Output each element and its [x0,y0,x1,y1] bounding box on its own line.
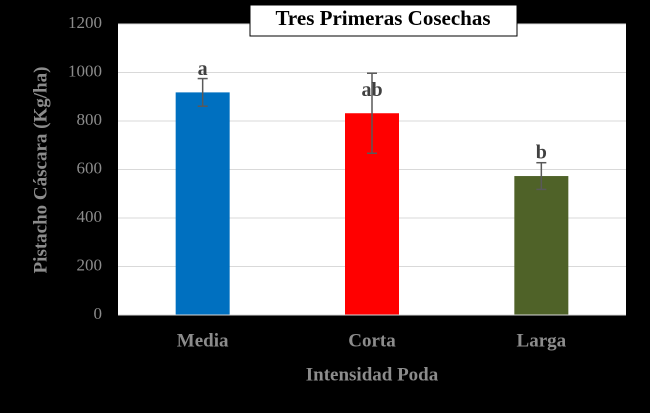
y-tick-label: 1000 [68,61,102,80]
y-tick-label: 400 [77,207,103,226]
bar [175,92,230,315]
error-bar [367,72,377,155]
title-box [249,4,518,37]
annotation: a [198,58,208,80]
annotation: b [536,142,547,164]
error-bar [197,77,208,107]
y-tick-label: 200 [77,255,103,274]
bar [514,176,569,315]
x-tick-label: Larga [517,330,567,351]
marks [175,72,569,316]
x-axis-label: Intensidad Poda [306,364,439,385]
chart-title: Tres Primeras Cosechas [275,6,490,30]
y-axis-label: Pistacho Cáscara (Kg/ha) [30,67,51,274]
error-bar [536,161,547,191]
annotation: ab [361,79,382,101]
y-tick-label: 800 [77,110,103,129]
x-tick-label: Corta [348,330,396,351]
y-tick-label: 1200 [68,13,102,32]
x-tick-label: Media [177,330,229,351]
y-tick-label: 600 [77,158,103,177]
y-tick-label: 0 [94,304,103,323]
